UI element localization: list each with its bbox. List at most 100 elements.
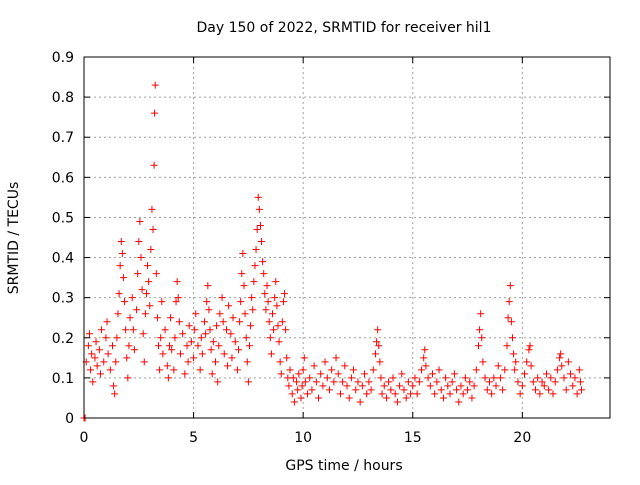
data-point (507, 318, 515, 326)
data-point (214, 378, 222, 386)
data-point (371, 350, 379, 358)
data-point (407, 390, 415, 398)
data-point (377, 374, 385, 382)
data-point (504, 314, 512, 322)
data-point (521, 370, 529, 378)
data-point (293, 378, 301, 386)
data-point (299, 366, 307, 374)
data-point (304, 390, 312, 398)
data-point (306, 374, 314, 382)
data-point (215, 342, 223, 350)
data-point (114, 310, 122, 318)
data-point (455, 398, 463, 406)
data-point (526, 342, 534, 350)
data-point (238, 270, 246, 278)
data-point (321, 358, 329, 366)
data-point (245, 342, 253, 350)
data-point (571, 374, 579, 382)
data-point (212, 358, 219, 366)
data-point (153, 314, 161, 322)
data-point (110, 382, 118, 390)
data-point (233, 366, 241, 374)
data-point (175, 318, 183, 326)
data-point (261, 290, 269, 298)
data-point (549, 390, 557, 398)
data-point (420, 354, 428, 362)
y-tick-label: 0.8 (52, 90, 74, 106)
data-point (194, 342, 202, 350)
data-point (100, 358, 108, 366)
data-point (512, 358, 520, 366)
data-point (444, 382, 452, 390)
data-point (239, 250, 247, 258)
y-axis-title: SRMTID / TECUs (6, 182, 22, 295)
data-point (506, 282, 514, 290)
data-point (141, 310, 149, 318)
x-tick-label: 20 (513, 430, 531, 446)
data-point (295, 370, 303, 378)
data-point (98, 326, 106, 334)
data-point (336, 390, 344, 398)
data-point (413, 390, 421, 398)
y-axis-tick-labels: 0 0.1 0.2 0.3 0.4 0.5 0.6 0.7 0.8 0.9 (52, 50, 74, 427)
data-point (422, 362, 430, 370)
data-point (490, 374, 498, 382)
data-point (247, 322, 255, 330)
data-point (171, 334, 179, 342)
data-point (300, 354, 308, 362)
data-point (144, 262, 152, 270)
data-point (290, 398, 298, 406)
data-point (159, 350, 167, 358)
data-point (319, 382, 327, 390)
data-point (325, 386, 333, 394)
data-point (297, 394, 305, 402)
data-point (317, 370, 325, 378)
data-point (128, 294, 136, 302)
data-point (179, 330, 187, 338)
data-point (503, 342, 511, 350)
data-point (272, 278, 280, 286)
data-point (478, 334, 486, 342)
data-point (534, 374, 542, 382)
data-point (138, 286, 146, 294)
data-point (203, 298, 211, 306)
data-point (147, 246, 155, 254)
data-point (424, 374, 432, 382)
plot-frame (83, 56, 611, 419)
data-point (240, 282, 248, 290)
data-point (391, 390, 399, 398)
data-point (235, 346, 243, 354)
data-point (89, 378, 97, 386)
data-point (254, 193, 262, 201)
y-tick-label: 0.7 (52, 130, 74, 146)
data-point (87, 366, 95, 374)
data-point (161, 326, 169, 334)
data-point (369, 366, 377, 374)
data-point (285, 382, 293, 390)
data-point (523, 358, 531, 366)
data-point (411, 374, 419, 382)
data-point (289, 374, 297, 382)
data-point (271, 294, 279, 302)
data-point (564, 358, 572, 366)
data-point (163, 362, 171, 370)
data-point (283, 354, 291, 362)
data-point (464, 386, 472, 394)
data-point (258, 238, 266, 246)
data-point (176, 350, 184, 358)
data-point (220, 350, 228, 358)
data-point (134, 270, 142, 278)
data-point (461, 374, 469, 382)
data-point (256, 221, 264, 229)
data-point (301, 378, 309, 386)
data-point (174, 294, 182, 302)
data-point (365, 378, 373, 386)
x-tick-label: 5 (189, 430, 198, 446)
data-point (477, 310, 485, 318)
data-point (216, 310, 224, 318)
data-point (277, 370, 285, 378)
x-tick-label: 10 (294, 430, 312, 446)
data-point (229, 314, 237, 322)
data-point (250, 278, 258, 286)
data-point (91, 354, 99, 362)
